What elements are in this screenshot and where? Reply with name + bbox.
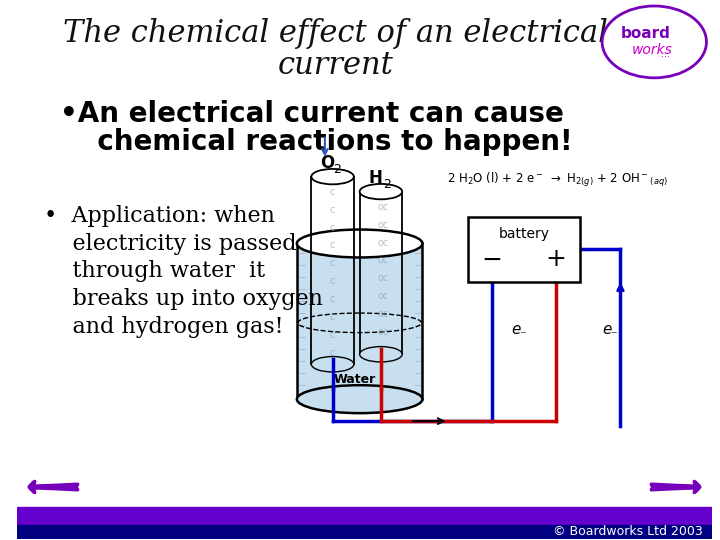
Text: e: e <box>602 322 612 337</box>
Text: The chemical effect of an electrical: The chemical effect of an electrical <box>63 18 608 49</box>
Ellipse shape <box>602 6 706 78</box>
Text: oc: oc <box>377 327 389 338</box>
Text: −: − <box>482 247 503 272</box>
Text: c: c <box>330 205 336 214</box>
Ellipse shape <box>311 169 354 184</box>
Text: electricity is passed: electricity is passed <box>44 233 297 254</box>
Text: c: c <box>330 348 336 358</box>
Text: works: works <box>632 43 672 57</box>
Text: through water  it: through water it <box>44 260 265 282</box>
Text: 2: 2 <box>383 178 391 191</box>
Ellipse shape <box>297 230 423 258</box>
Text: •  Application: when: • Application: when <box>44 205 274 227</box>
Text: © Boardworks Ltd 2003: © Boardworks Ltd 2003 <box>553 525 703 538</box>
Text: ···: ··· <box>662 52 670 62</box>
Ellipse shape <box>311 356 354 372</box>
Text: ⁻: ⁻ <box>611 329 617 342</box>
Text: 2 H$_2$O (l) + 2 e$^-$ $\rightarrow$ H$_{2(g)}$ + 2 OH$^-$$_{(aq)}$: 2 H$_2$O (l) + 2 e$^-$ $\rightarrow$ H$_… <box>446 171 667 188</box>
Text: 2: 2 <box>333 163 341 176</box>
Text: c: c <box>330 294 336 305</box>
Text: oc: oc <box>377 201 389 212</box>
Text: c: c <box>330 312 336 322</box>
Text: c: c <box>330 330 336 340</box>
Text: oc: oc <box>377 255 389 266</box>
Text: battery: battery <box>498 226 549 240</box>
Text: ⁻: ⁻ <box>520 329 526 342</box>
Text: oc: oc <box>377 220 389 229</box>
Text: current: current <box>277 50 393 81</box>
Text: O: O <box>320 154 334 172</box>
Text: e: e <box>511 322 521 337</box>
Text: oc: oc <box>377 309 389 319</box>
Text: c: c <box>330 259 336 268</box>
Text: c: c <box>330 222 336 233</box>
Text: H: H <box>368 168 382 187</box>
Bar <box>17 525 712 539</box>
Text: oc: oc <box>377 292 389 301</box>
Text: board: board <box>621 26 670 42</box>
Bar <box>17 507 712 525</box>
Ellipse shape <box>360 184 402 199</box>
Text: chemical reactions to happen!: chemical reactions to happen! <box>78 128 572 156</box>
Ellipse shape <box>360 347 402 362</box>
Text: •An electrical current can cause: •An electrical current can cause <box>60 100 564 128</box>
Text: c: c <box>330 240 336 251</box>
Text: oc: oc <box>377 238 389 247</box>
Bar <box>298 244 421 399</box>
Ellipse shape <box>297 385 423 413</box>
Text: breaks up into oxygen: breaks up into oxygen <box>44 288 323 310</box>
Text: and hydrogen gas!: and hydrogen gas! <box>44 316 283 339</box>
Text: oc: oc <box>377 273 389 284</box>
Text: c: c <box>330 187 336 197</box>
FancyBboxPatch shape <box>468 217 580 282</box>
Text: +: + <box>545 247 566 272</box>
Text: Water: Water <box>333 373 376 386</box>
Text: c: c <box>330 276 336 286</box>
